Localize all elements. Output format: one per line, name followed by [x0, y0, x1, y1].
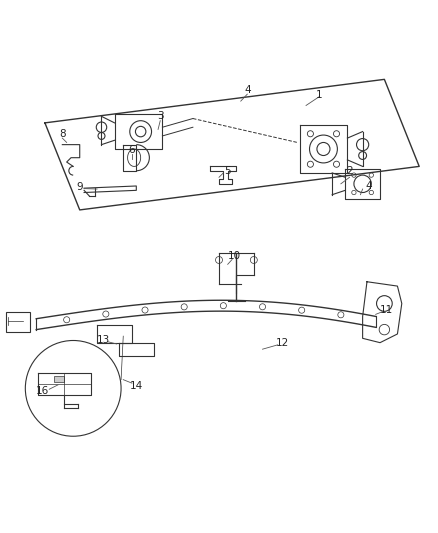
Text: 6: 6: [129, 145, 135, 155]
Text: 10: 10: [228, 251, 241, 261]
Text: 4: 4: [366, 181, 372, 191]
Text: 2: 2: [346, 166, 353, 176]
Text: 1: 1: [316, 90, 322, 100]
Text: 5: 5: [224, 166, 231, 176]
Text: 9: 9: [76, 182, 83, 192]
Text: 11: 11: [380, 305, 393, 315]
Text: 14: 14: [130, 381, 143, 391]
Text: 4: 4: [244, 85, 251, 95]
Text: 3: 3: [157, 111, 163, 122]
Text: 13: 13: [97, 335, 110, 345]
Text: 12: 12: [276, 338, 289, 348]
Text: 16: 16: [36, 385, 49, 395]
Text: 8: 8: [59, 129, 66, 139]
FancyBboxPatch shape: [53, 376, 64, 382]
FancyBboxPatch shape: [6, 312, 30, 332]
